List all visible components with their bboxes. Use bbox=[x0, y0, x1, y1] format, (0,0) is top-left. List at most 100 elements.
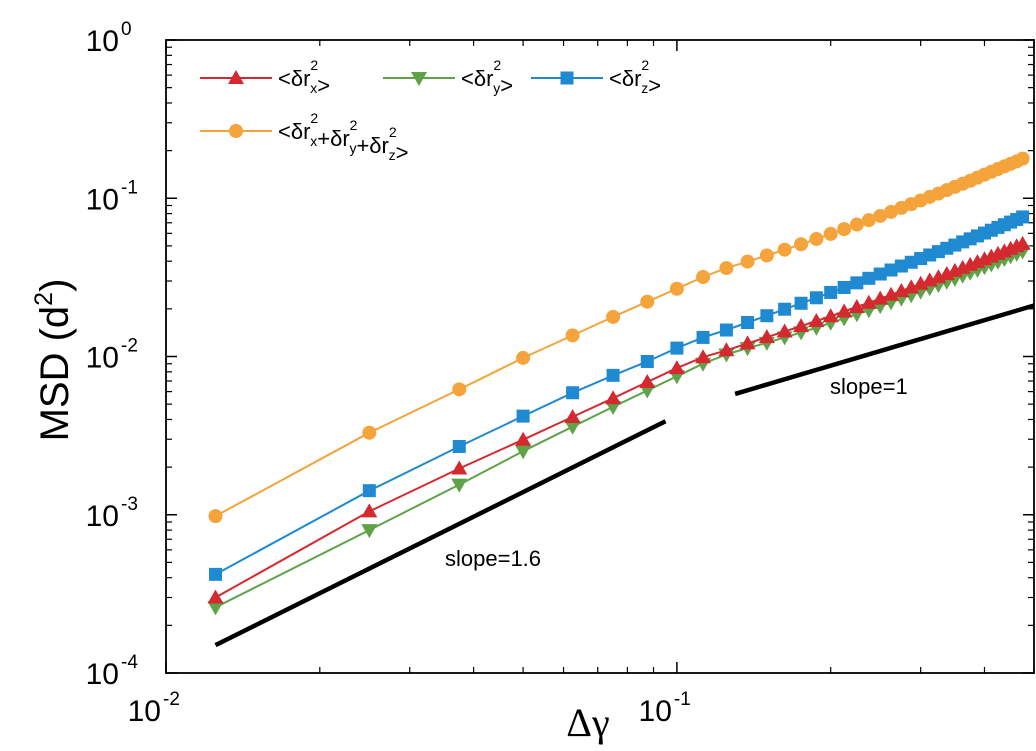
data-point bbox=[794, 296, 808, 310]
reference-lines bbox=[214, 303, 1035, 648]
data-point bbox=[823, 226, 838, 241]
data-point bbox=[566, 386, 580, 400]
data-point bbox=[860, 294, 877, 309]
data-point bbox=[837, 222, 852, 237]
data-point bbox=[862, 271, 876, 285]
data-point bbox=[793, 318, 810, 333]
y-tick-exponent: 0 bbox=[121, 19, 132, 40]
data-point bbox=[903, 279, 920, 294]
y-tick-label: 10 bbox=[86, 658, 119, 691]
data-point bbox=[760, 309, 774, 323]
data-point bbox=[837, 280, 851, 294]
data-point bbox=[893, 282, 910, 297]
data-point bbox=[776, 323, 793, 338]
legend-item: <δr2 y> bbox=[383, 57, 513, 98]
legend-label: <δr2 x> bbox=[278, 57, 330, 98]
data-point bbox=[849, 217, 864, 232]
data-point bbox=[515, 445, 532, 460]
data-point bbox=[669, 281, 684, 296]
data-point bbox=[668, 360, 685, 375]
data-point bbox=[873, 267, 887, 281]
data-point bbox=[208, 509, 223, 524]
data-point bbox=[362, 484, 376, 498]
legend-item: <δr2 x+δr2 y+δr2 z> bbox=[200, 110, 409, 165]
data-point bbox=[452, 439, 466, 453]
x-axis-title: Δγ bbox=[566, 700, 609, 745]
data-point bbox=[670, 341, 684, 355]
y-tick-exponent: -4 bbox=[121, 652, 138, 673]
data-point bbox=[758, 329, 775, 344]
data-point bbox=[1014, 235, 1031, 250]
data-point bbox=[873, 208, 888, 223]
y-tick-exponent: -3 bbox=[121, 494, 138, 515]
data-point bbox=[836, 303, 853, 318]
data-point bbox=[883, 286, 900, 301]
data-point bbox=[824, 285, 838, 299]
data-point bbox=[740, 254, 755, 269]
legend: <δr2 x> <δr2 y> <δr2 z> <δr2 x+δr2 y+δr2 z> bbox=[200, 57, 661, 165]
series-triangle-down bbox=[207, 245, 1031, 616]
data-point bbox=[564, 420, 581, 435]
data-point bbox=[361, 503, 378, 518]
data-point bbox=[872, 290, 889, 305]
legend-label: <δr2 y> bbox=[461, 57, 513, 98]
data-point bbox=[809, 291, 823, 305]
data-point bbox=[822, 308, 839, 323]
data-point bbox=[640, 354, 654, 368]
legend-item: <δr2 x> bbox=[200, 57, 330, 98]
x-tick-label: 10 bbox=[128, 695, 161, 728]
y-axis-title: MSD (d2) bbox=[30, 279, 77, 442]
data-point bbox=[1015, 151, 1030, 166]
data-point bbox=[695, 349, 712, 364]
series-group bbox=[207, 151, 1031, 616]
data-point bbox=[696, 330, 710, 344]
data-point bbox=[606, 309, 621, 324]
data-point bbox=[451, 478, 468, 493]
data-point bbox=[207, 601, 224, 616]
annotation-slope-1: slope=1 bbox=[830, 374, 908, 399]
data-point bbox=[739, 335, 756, 350]
y-tick-exponent: -2 bbox=[121, 336, 138, 357]
data-point bbox=[759, 248, 774, 263]
annotation-slope-1-6: slope=1.6 bbox=[445, 546, 541, 571]
data-point bbox=[451, 460, 468, 475]
data-point bbox=[516, 409, 530, 423]
data-point bbox=[606, 368, 620, 382]
data-point bbox=[207, 589, 224, 604]
data-point bbox=[361, 524, 378, 539]
data-point bbox=[778, 302, 792, 316]
data-point bbox=[362, 425, 377, 440]
data-point bbox=[777, 242, 792, 257]
data-point bbox=[228, 70, 244, 84]
y-tick-label: 10 bbox=[86, 25, 119, 58]
data-point bbox=[861, 213, 876, 228]
data-point bbox=[850, 276, 864, 290]
annotations: slope=1.6 slope=1 bbox=[445, 374, 908, 571]
data-point bbox=[564, 408, 581, 423]
y-tick-exponent: -1 bbox=[121, 177, 138, 198]
legend-label: <δr2 z> bbox=[609, 57, 661, 98]
data-point bbox=[560, 71, 574, 85]
data-point bbox=[719, 323, 733, 337]
reference-line bbox=[214, 419, 667, 648]
reference-line bbox=[734, 303, 1035, 397]
data-point bbox=[639, 374, 656, 389]
data-point bbox=[209, 567, 223, 581]
axes-frame bbox=[165, 39, 1035, 674]
data-point bbox=[1016, 210, 1030, 224]
y-tick-label: 10 bbox=[86, 342, 119, 375]
legend-item: <δr2 z> bbox=[531, 57, 661, 98]
data-point bbox=[894, 259, 908, 273]
x-tick-exponent: -2 bbox=[163, 689, 180, 710]
x-tick-exponent: -1 bbox=[674, 689, 691, 710]
series-triangle-up bbox=[207, 235, 1031, 604]
data-point bbox=[640, 294, 655, 309]
data-point bbox=[515, 431, 532, 446]
data-point bbox=[809, 231, 824, 246]
legend-label: <δr2 x+δr2 y+δr2 z> bbox=[278, 110, 409, 165]
y-tick-label: 10 bbox=[86, 500, 119, 533]
data-point bbox=[605, 390, 622, 405]
data-point bbox=[719, 261, 734, 276]
series-circle bbox=[208, 151, 1030, 524]
